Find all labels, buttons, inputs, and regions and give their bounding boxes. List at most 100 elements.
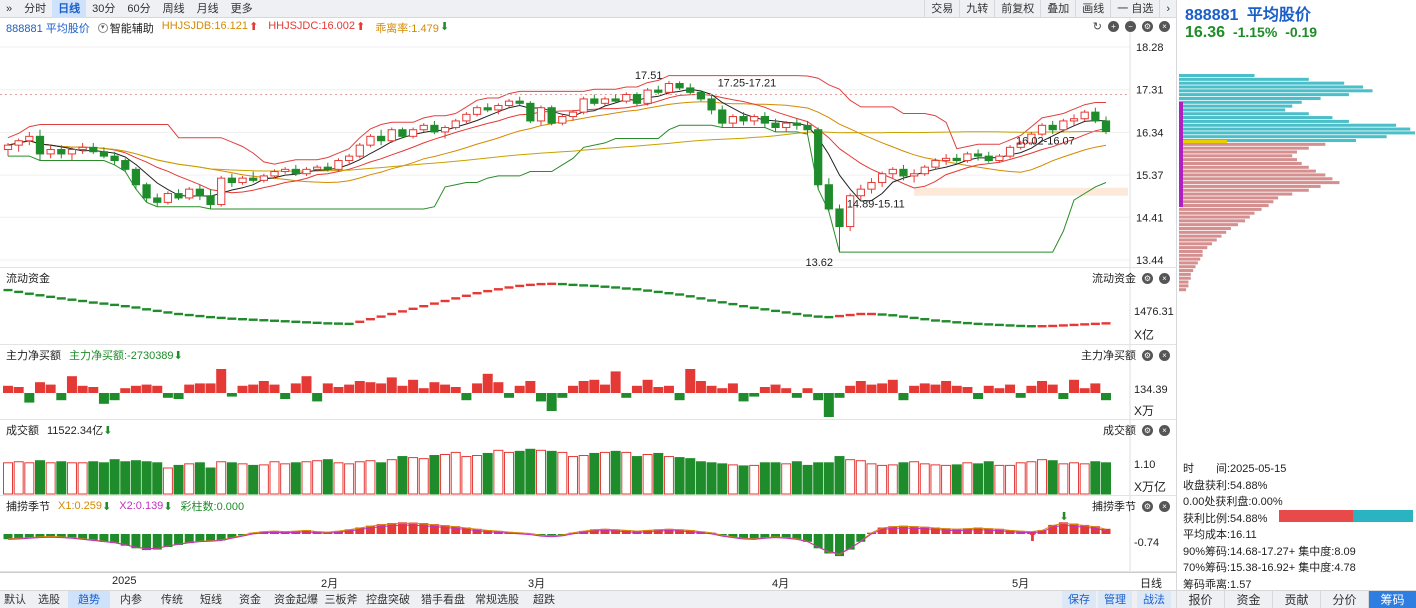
settings-icon[interactable]: ⚙ <box>1142 349 1153 361</box>
candle[interactable] <box>238 177 247 184</box>
candle[interactable] <box>1101 120 1111 132</box>
candlestick-chart[interactable]: 18.28 17.31 16.34 15.37 14.41 13.44 17.51 17.25… <box>0 18 1176 268</box>
period-tab[interactable]: 30分 <box>92 2 116 15</box>
close-icon[interactable]: × <box>1159 500 1170 512</box>
turnover-chart[interactable] <box>0 420 1176 496</box>
candle[interactable] <box>1037 124 1047 135</box>
candle[interactable] <box>376 135 386 142</box>
flow-capital-chart[interactable] <box>0 268 1176 345</box>
chevron-right-icon[interactable]: › <box>1159 0 1176 18</box>
candle[interactable] <box>185 188 194 199</box>
candle[interactable] <box>867 182 876 190</box>
period-tab[interactable]: 分时 <box>24 2 47 15</box>
candle[interactable] <box>941 157 951 162</box>
refresh-icon[interactable]: ↻ <box>1092 21 1102 33</box>
candle[interactable] <box>174 193 183 199</box>
period-tab[interactable]: 60分 <box>127 2 151 15</box>
candle[interactable] <box>110 155 119 162</box>
add-icon[interactable]: + <box>1108 21 1119 32</box>
candle[interactable] <box>803 124 812 131</box>
candle[interactable] <box>792 122 801 126</box>
close-icon[interactable]: × <box>1159 21 1170 32</box>
side-tab[interactable]: 分价 <box>1320 591 1368 608</box>
candle[interactable] <box>14 140 23 146</box>
candle[interactable] <box>462 113 471 122</box>
strategy-tab[interactable]: 选股 <box>38 594 60 606</box>
main-net-buy-chart[interactable] <box>0 345 1176 420</box>
candle[interactable] <box>856 188 865 197</box>
strategy-tab[interactable]: 默认 <box>4 594 26 606</box>
candle[interactable] <box>590 98 599 104</box>
settings-icon[interactable]: ⚙ <box>1142 21 1153 32</box>
close-icon[interactable]: × <box>1159 424 1170 436</box>
candle[interactable] <box>547 107 556 124</box>
bottom-action[interactable]: 战法 <box>1137 591 1171 608</box>
candle[interactable] <box>760 116 769 124</box>
strategy-tab[interactable]: 三板斧 <box>324 594 358 606</box>
strategy-tab[interactable]: 猎手看盘 <box>421 594 465 606</box>
bottom-action[interactable]: 管理 <box>1098 591 1132 608</box>
period-tab[interactable]: 日线 <box>52 0 87 18</box>
candle[interactable] <box>302 168 311 175</box>
candle[interactable] <box>131 168 141 186</box>
candle[interactable] <box>654 89 663 93</box>
strategy-tab[interactable]: 内参 <box>120 594 142 606</box>
candle[interactable] <box>579 98 588 113</box>
candle[interactable] <box>536 107 546 122</box>
candle[interactable] <box>515 100 524 104</box>
candle[interactable] <box>483 107 492 111</box>
fishing-season-chart[interactable]: ⬆⬇ <box>0 496 1176 572</box>
candle[interactable] <box>963 153 972 162</box>
settings-icon[interactable]: ⚙ <box>1142 272 1153 284</box>
expand-sidebar-icon[interactable]: » <box>6 2 13 15</box>
candle[interactable] <box>1016 142 1025 148</box>
settings-icon[interactable]: ⚙ <box>1142 424 1153 436</box>
candle[interactable] <box>142 184 151 199</box>
minimize-icon[interactable]: − <box>1125 21 1136 32</box>
candle[interactable] <box>814 129 823 186</box>
candle[interactable] <box>984 155 993 162</box>
toolbar-action[interactable]: 一 自选 <box>1110 0 1159 18</box>
candle[interactable] <box>1027 133 1036 144</box>
candle[interactable] <box>611 98 620 102</box>
candle[interactable] <box>1059 120 1068 131</box>
side-tab[interactable]: 贡献 <box>1272 591 1320 608</box>
candle[interactable] <box>558 116 567 124</box>
candle[interactable] <box>99 151 109 157</box>
candle[interactable] <box>270 171 279 177</box>
candle[interactable] <box>504 100 514 107</box>
candle[interactable] <box>57 149 66 155</box>
candle[interactable] <box>334 160 343 170</box>
candle[interactable] <box>899 168 908 177</box>
candle[interactable] <box>1080 111 1089 120</box>
candle[interactable] <box>387 129 396 142</box>
candle[interactable] <box>153 197 162 203</box>
candle[interactable] <box>931 160 940 168</box>
bottom-action[interactable]: 保存 <box>1062 591 1096 608</box>
candle[interactable] <box>440 127 450 133</box>
settings-icon[interactable]: ⚙ <box>1142 500 1153 512</box>
candle[interactable] <box>782 122 791 129</box>
candle[interactable] <box>259 175 268 181</box>
candle[interactable] <box>995 155 1004 162</box>
candle[interactable] <box>664 83 674 93</box>
candle[interactable] <box>494 105 503 111</box>
candle[interactable] <box>888 168 897 175</box>
strategy-tab[interactable]: 控盘突破 <box>366 594 410 606</box>
candle[interactable] <box>952 157 961 162</box>
candle[interactable] <box>281 168 290 173</box>
candle[interactable] <box>195 188 205 197</box>
close-icon[interactable]: × <box>1159 349 1170 361</box>
candle[interactable] <box>78 146 87 151</box>
side-tab[interactable]: 报价 <box>1176 591 1224 608</box>
side-tab[interactable]: 筹码 <box>1368 591 1416 608</box>
strategy-tab[interactable]: 趋势 <box>68 591 110 608</box>
candle[interactable] <box>846 195 855 228</box>
smart-assist-toggle[interactable]: ▾ 智能辅助 <box>97 20 154 36</box>
candle[interactable] <box>313 166 322 170</box>
candle[interactable] <box>824 184 833 210</box>
strategy-tab[interactable]: 资金 <box>239 594 261 606</box>
period-tab[interactable]: 周线 <box>162 2 185 15</box>
candle[interactable] <box>249 177 258 181</box>
toolbar-action[interactable]: 九转 <box>959 0 994 18</box>
